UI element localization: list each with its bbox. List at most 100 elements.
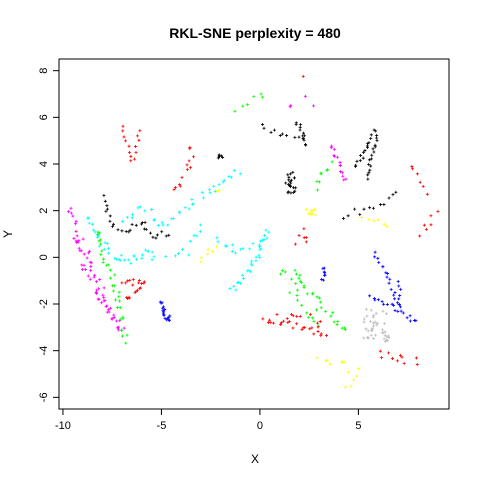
data-point	[138, 129, 142, 133]
data-point	[294, 121, 298, 125]
data-point	[122, 135, 126, 139]
data-point	[397, 303, 401, 307]
data-point	[176, 252, 180, 256]
data-point	[77, 246, 81, 250]
data-point	[230, 243, 234, 247]
data-point	[171, 217, 175, 221]
data-point	[362, 320, 366, 324]
data-point	[382, 203, 386, 207]
data-point	[294, 282, 298, 286]
data-point	[408, 319, 412, 323]
data-point	[295, 314, 299, 318]
data-point	[336, 320, 340, 324]
data-point	[267, 318, 271, 322]
data-point	[384, 338, 388, 342]
data-point	[168, 314, 172, 318]
data-point	[358, 159, 362, 163]
data-point	[125, 215, 129, 219]
data-point	[118, 258, 122, 262]
data-point	[160, 230, 164, 234]
data-point	[135, 257, 139, 261]
data-point	[195, 234, 199, 238]
data-point	[342, 360, 346, 364]
data-point	[114, 298, 118, 302]
data-point	[283, 270, 287, 274]
data-point	[252, 95, 256, 99]
data-point	[230, 249, 234, 253]
y-axis-label: Y	[1, 230, 15, 238]
data-point	[346, 370, 350, 374]
data-point	[371, 315, 375, 319]
data-point	[234, 288, 238, 292]
data-point	[74, 219, 78, 223]
data-point	[307, 212, 311, 216]
data-point	[373, 250, 377, 254]
data-point	[93, 273, 97, 277]
data-point	[150, 258, 154, 262]
x-tick-label: 5	[355, 420, 361, 432]
data-point	[108, 219, 112, 223]
data-point	[117, 290, 121, 294]
data-point	[372, 128, 376, 132]
data-point	[297, 276, 301, 280]
data-point	[364, 327, 368, 331]
data-point	[322, 278, 326, 282]
data-point	[250, 259, 254, 263]
data-point	[313, 207, 317, 211]
data-point	[293, 135, 297, 139]
data-point	[398, 294, 402, 298]
data-point	[396, 301, 400, 305]
data-point	[161, 311, 165, 315]
data-point	[237, 280, 241, 284]
data-point	[385, 302, 389, 306]
data-point	[329, 314, 333, 318]
data-point	[73, 222, 77, 226]
data-point	[254, 255, 258, 259]
data-point	[261, 123, 265, 127]
data-point	[95, 233, 99, 237]
data-point	[130, 222, 134, 226]
data-point	[369, 308, 373, 312]
data-point	[289, 313, 293, 317]
data-point	[315, 356, 319, 360]
x-tick-label: -5	[157, 420, 167, 432]
data-point	[405, 316, 409, 320]
data-point	[137, 279, 141, 283]
data-point	[381, 328, 385, 332]
data-point	[397, 284, 401, 288]
y-tick-label: 4	[38, 161, 50, 167]
data-point	[185, 163, 189, 167]
data-point	[126, 258, 130, 262]
data-point	[379, 203, 383, 207]
x-tick-label: 0	[257, 420, 263, 432]
data-point	[102, 296, 106, 300]
data-point	[89, 269, 93, 273]
data-point	[178, 183, 182, 187]
data-point	[127, 144, 131, 148]
data-point	[86, 274, 90, 278]
y-tick-label: 0	[38, 254, 50, 260]
data-point	[372, 296, 376, 300]
data-point	[121, 124, 125, 128]
data-point	[279, 322, 283, 326]
data-point	[303, 325, 307, 329]
data-point	[399, 287, 403, 291]
data-point	[152, 218, 156, 222]
data-point	[373, 320, 377, 324]
data-point	[324, 359, 328, 363]
data-point	[119, 317, 123, 321]
data-point	[325, 333, 329, 337]
data-point	[143, 220, 147, 224]
data-point	[122, 326, 126, 330]
data-point	[101, 260, 105, 264]
data-point	[275, 312, 279, 316]
data-point	[302, 131, 306, 135]
data-point	[118, 306, 122, 310]
data-point	[109, 306, 113, 310]
data-point	[190, 197, 194, 201]
data-point	[381, 309, 385, 313]
data-point	[110, 317, 114, 321]
data-point	[340, 171, 344, 175]
data-point	[344, 177, 348, 181]
data-point	[391, 193, 395, 197]
